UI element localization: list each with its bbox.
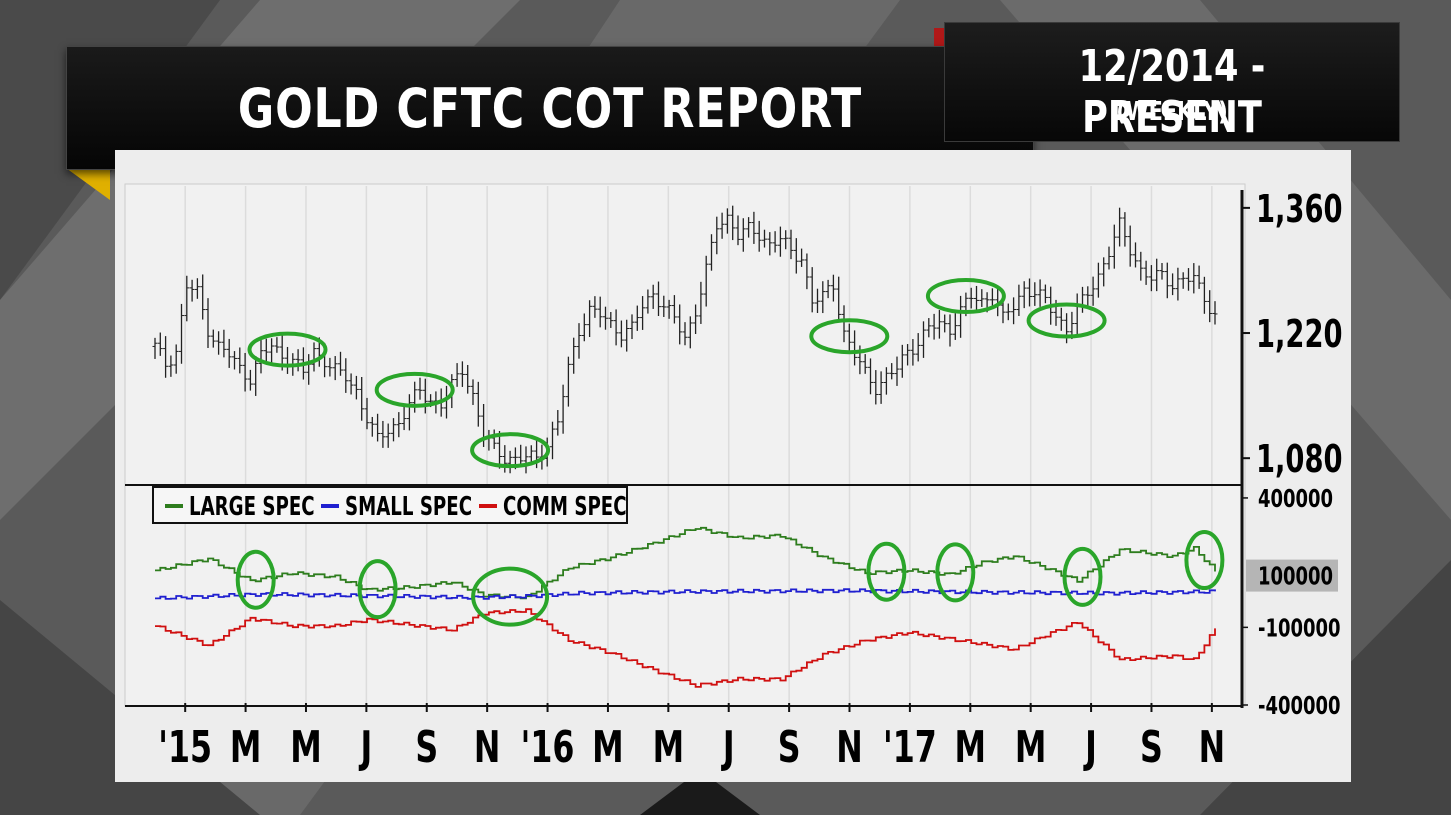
x-tick-label: M <box>1015 722 1047 774</box>
x-tick-label: '16 <box>521 722 575 774</box>
y-tick-label: 400000 <box>1258 485 1333 514</box>
y-tick-label: 1,360 <box>1256 186 1343 231</box>
x-tick-label: M <box>592 722 624 774</box>
highlight-circle <box>247 331 328 368</box>
highlight-circle <box>357 559 398 620</box>
frequency-label: (WEEKLY) <box>1116 97 1228 127</box>
highlight-circle <box>374 371 455 408</box>
y-tick-label: 1,220 <box>1256 311 1343 356</box>
series-line-large-spec <box>155 526 1216 600</box>
highlight-circle <box>1184 530 1225 591</box>
date-range-label: 12/2014 - PRESENT <box>1078 41 1266 143</box>
highlight-circle <box>1062 546 1103 607</box>
x-tick-label: S <box>415 722 438 774</box>
chart-svg: 1,360 1,220 1,080 400000 -100000 -400000 10000… <box>124 183 1343 774</box>
title-bar: GOLD CFTC COT REPORT <box>66 46 1034 170</box>
cot-panel <box>155 526 1216 688</box>
legend-box <box>152 486 628 524</box>
highlight-circle <box>471 566 550 627</box>
x-tick-label: J <box>358 722 372 774</box>
x-tick-label: M <box>955 722 987 774</box>
legend-entry: LARGE SPEC <box>189 492 315 522</box>
x-tick-label: N <box>474 722 501 774</box>
x-tick-label: '17 <box>883 722 937 774</box>
highlight-circle <box>1026 302 1107 339</box>
x-tick-label: J <box>1083 722 1097 774</box>
x-tick-label: S <box>778 722 801 774</box>
x-tick-label: N <box>1199 722 1226 774</box>
legend: LARGE SPEC SMALL SPEC COMM SPEC <box>152 486 628 524</box>
series-line-comm-spec <box>155 608 1216 688</box>
series-line-small-spec <box>155 588 1216 600</box>
y-tick-label: -400000 <box>1258 692 1341 721</box>
highlight-circle <box>809 318 890 355</box>
highlight-circle <box>866 541 907 602</box>
price-panel <box>152 205 1218 474</box>
x-tick-label: M <box>653 722 685 774</box>
highlight-circle <box>470 432 551 469</box>
y-tick-label: -100000 <box>1258 615 1341 644</box>
x-tick-label: N <box>836 722 863 774</box>
date-range-box: 12/2014 - PRESENT (WEEKLY) <box>944 22 1400 143</box>
current-value-label: 100000 <box>1258 563 1333 592</box>
x-tick-label: M <box>230 722 262 774</box>
chart-panel: 1,360 1,220 1,080 400000 -100000 -400000 10000… <box>115 150 1351 782</box>
y-tick-label: 1,080 <box>1256 437 1343 482</box>
legend-entry: COMM SPEC <box>503 492 627 522</box>
x-tick-label: J <box>720 722 734 774</box>
current-value-marker <box>1246 559 1338 592</box>
x-tick-label: '15 <box>158 722 212 774</box>
highlight-circle <box>235 549 276 610</box>
x-tick-label: M <box>290 722 322 774</box>
highlight-circle <box>935 542 976 603</box>
x-tick-label: S <box>1140 722 1163 774</box>
legend-entry: SMALL SPEC <box>345 492 472 522</box>
highlight-circle <box>925 277 1006 314</box>
chart-title: GOLD CFTC COT REPORT <box>237 76 863 140</box>
